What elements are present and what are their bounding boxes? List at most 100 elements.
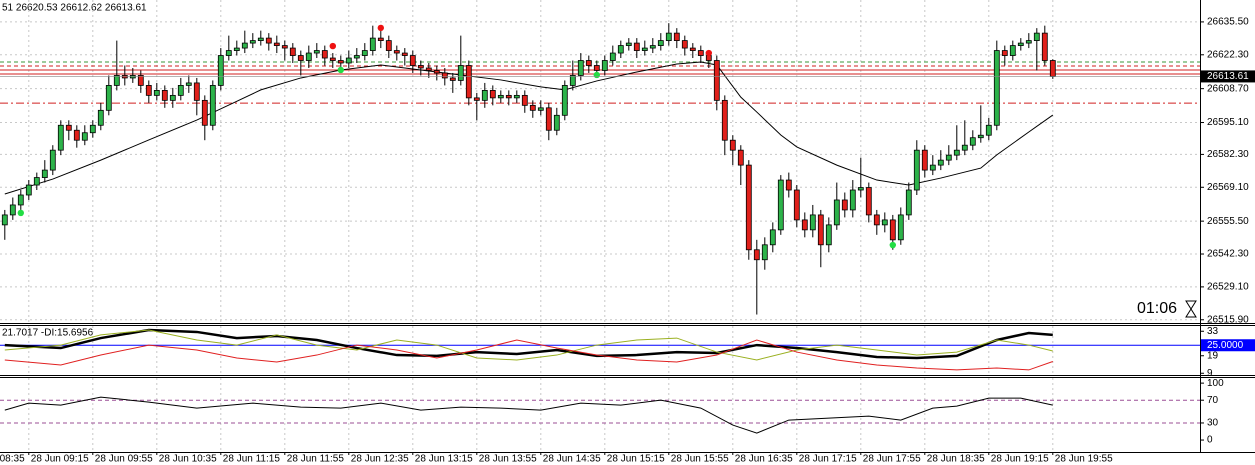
candle-body <box>97 109 104 126</box>
candle-body <box>257 37 264 41</box>
x-tick-label: 28 Jun 14:35 <box>543 454 601 465</box>
x-tick-label: 28 Jun 10:35 <box>159 454 217 465</box>
y-tick-label: 100 <box>1207 378 1224 389</box>
candle-body <box>865 187 872 216</box>
y-tick-label: 26595.10 <box>1207 117 1249 128</box>
candle-body <box>289 47 296 56</box>
hourglass <box>1185 300 1197 318</box>
candle-body <box>1041 32 1048 61</box>
candle-body <box>17 194 24 206</box>
candle-body <box>889 219 896 241</box>
y-tick-label: 26515.90 <box>1207 314 1249 325</box>
y-tick-label: 26529.10 <box>1207 282 1249 293</box>
candle-body <box>961 144 968 151</box>
candle-body <box>385 40 392 51</box>
candle-body <box>585 60 592 66</box>
x-tick-label: 28 Jun 17:15 <box>799 454 857 465</box>
candle-body <box>337 60 344 64</box>
candle-body <box>809 214 816 231</box>
candle-body <box>273 42 280 46</box>
candle-body <box>25 184 32 196</box>
candle-body <box>633 42 640 51</box>
x-tick-label: 28 Jun 09:55 <box>95 454 153 465</box>
y-tick-label: 26635.50 <box>1207 17 1249 28</box>
level-label-box <box>1201 339 1255 352</box>
candle-body <box>305 52 312 61</box>
candle-body <box>401 52 408 56</box>
candle-body <box>41 169 48 178</box>
candle-body <box>441 72 448 79</box>
candle-body <box>225 50 232 56</box>
candle-body <box>505 94 512 99</box>
x-tick-label: 28 Jun 15:55 <box>671 454 729 465</box>
x-tick-label: 28 Jun 12:35 <box>351 454 409 465</box>
candle-body <box>561 85 568 116</box>
y-tick-label: 26608.70 <box>1207 83 1249 94</box>
candle-body <box>1033 32 1040 41</box>
candle-body <box>89 124 96 134</box>
candle-body <box>193 82 200 101</box>
bar-timer: 01:06 <box>1137 300 1177 317</box>
price-label-box <box>1201 70 1255 83</box>
candle-body <box>673 32 680 41</box>
signal-dot <box>337 66 344 74</box>
x-tick-label: 28 Jun 16:35 <box>735 454 793 465</box>
y-tick-label: 26582.30 <box>1207 149 1249 160</box>
hourglass-icon <box>1185 300 1197 318</box>
candle-body <box>265 37 272 44</box>
candle-body <box>185 82 192 86</box>
candle-body <box>81 132 88 141</box>
candle-body <box>489 90 496 99</box>
adx-header: 21.7017 -DI:15.6956 <box>2 328 94 339</box>
candle-body <box>737 149 744 166</box>
candle-body <box>993 50 1000 126</box>
signal-dot <box>329 42 336 50</box>
y-tick-label: 0 <box>1207 435 1213 446</box>
indicator-line <box>4 339 1053 371</box>
candle-body <box>1009 45 1016 56</box>
candle-body <box>649 45 656 49</box>
candle-body <box>417 65 424 69</box>
x-tick-label: 28 Jun 19:15 <box>991 454 1049 465</box>
candle-body <box>209 85 216 126</box>
candle-body <box>657 40 664 46</box>
candle-body <box>553 114 560 131</box>
candle-body <box>1017 42 1024 46</box>
candle-body <box>937 159 944 166</box>
candle-body <box>521 94 528 106</box>
signal-dot <box>17 209 24 217</box>
candle-body <box>841 199 848 211</box>
candle-body <box>689 47 696 51</box>
candle-body <box>177 85 184 96</box>
candle-body <box>105 85 112 111</box>
candle-body <box>353 55 360 59</box>
candle-body <box>321 50 328 59</box>
candle-body <box>641 47 648 51</box>
candle-body <box>905 189 912 216</box>
candle-body <box>793 189 800 221</box>
signal-dot <box>377 24 384 32</box>
candle-body <box>153 90 160 96</box>
x-tick-label: 28 Jun 19:55 <box>1055 454 1113 465</box>
x-tick-label: 28 Jun 15:15 <box>607 454 665 465</box>
candle-body <box>697 50 704 56</box>
candle-body <box>169 94 176 101</box>
candle-body <box>233 47 240 51</box>
candle-body <box>241 42 248 49</box>
y-tick-label: 26555.50 <box>1207 216 1249 227</box>
candle-body <box>577 60 584 76</box>
candle-body <box>833 199 840 226</box>
candle-body <box>1025 40 1032 44</box>
candle-body <box>977 134 984 139</box>
y-tick-label: 26569.10 <box>1207 182 1249 193</box>
indicator-line <box>4 329 1053 361</box>
x-tick-label: 28 Jun 13:55 <box>479 454 537 465</box>
candle-body <box>377 37 384 41</box>
candle-body <box>601 60 608 71</box>
indicator-line <box>4 396 1053 434</box>
candle-body <box>449 77 456 81</box>
candle-body <box>297 55 304 61</box>
candle-body <box>609 52 616 61</box>
